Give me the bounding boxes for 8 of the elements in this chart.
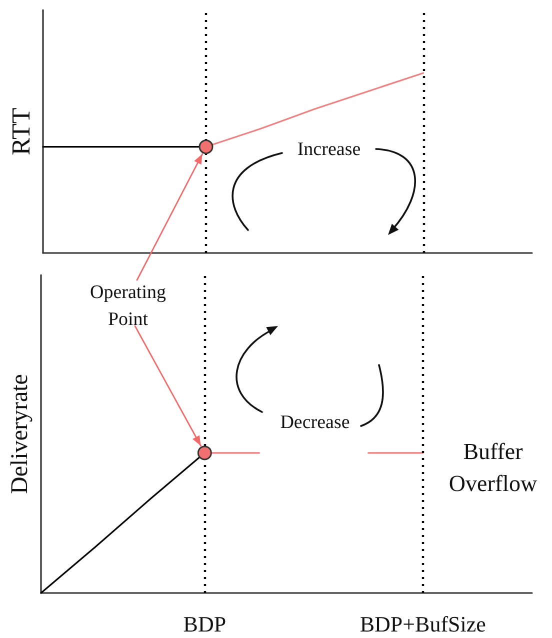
y-axis-title: Deliveryrate: [7, 374, 33, 494]
annotation: Increase: [296, 138, 362, 162]
annotation: Buffer Overflow: [448, 438, 538, 498]
x-tick-label: BDP: [183, 612, 226, 636]
y-axis-title: RTT: [6, 108, 36, 156]
text: Operating Point: [89, 281, 167, 332]
x-tick-label: BDP+BufSize: [360, 612, 486, 636]
text: Decrease: [279, 411, 351, 435]
